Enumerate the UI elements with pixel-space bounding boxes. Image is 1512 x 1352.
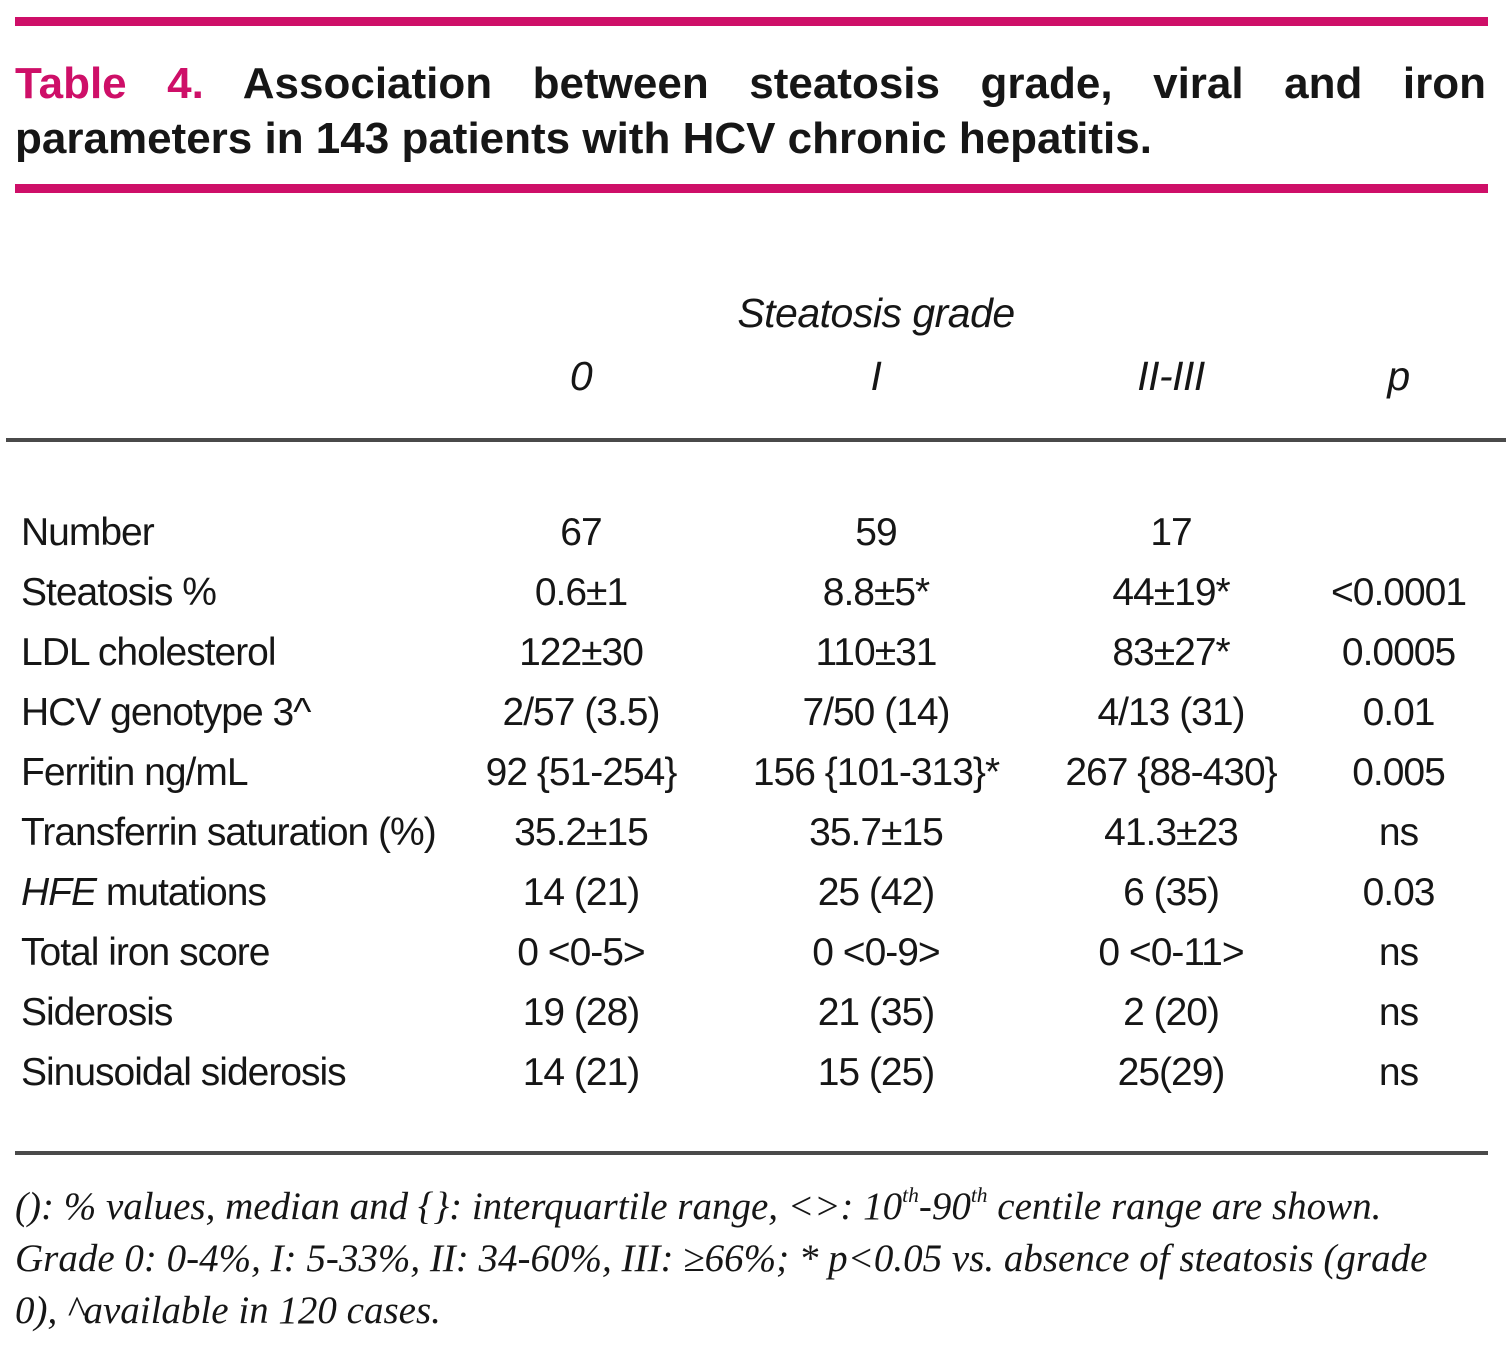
row-label: Ferritin ng/mL bbox=[21, 751, 249, 794]
cell-grade-1: 25 (42) bbox=[817, 871, 936, 914]
cell-grade-0: 35.2±15 bbox=[514, 811, 649, 854]
row-label: Steatosis % bbox=[21, 571, 217, 614]
header-spacer bbox=[6, 281, 461, 345]
footnote-superscript: th bbox=[970, 1182, 988, 1207]
table-row-steatosis-pct: Steatosis % 0.6±1 8.8±5* 44±19* <0.0001 bbox=[6, 563, 1506, 623]
cell-p-value: 0.01 bbox=[1362, 691, 1436, 734]
table-row-ldl-cholesterol: LDL cholesterol 122±30 110±31 83±27* 0.0… bbox=[6, 623, 1506, 683]
cell-grade-0: 67 bbox=[560, 511, 602, 554]
cell-grade-1: 8.8±5* bbox=[822, 571, 931, 614]
cell-grade-1: 21 (35) bbox=[817, 991, 936, 1034]
cell-grade-2-3: 17 bbox=[1150, 511, 1192, 554]
column-group-steatosis-grade: Steatosis grade bbox=[737, 289, 1015, 336]
cell-grade-1: 15 (25) bbox=[817, 1051, 936, 1094]
cell-grade-2-3: 6 (35) bbox=[1123, 871, 1220, 914]
cell-p-value: <0.0001 bbox=[1331, 571, 1467, 614]
row-label: Sinusoidal siderosis bbox=[21, 1051, 347, 1094]
cell-p-value: 0.0005 bbox=[1341, 631, 1456, 674]
cell-grade-1: 59 bbox=[855, 511, 897, 554]
cell-p-value bbox=[1291, 440, 1506, 563]
cell-grade-0: 92 {51-254} bbox=[485, 751, 678, 794]
table-title: Table 4. Association between steatosis g… bbox=[15, 56, 1486, 166]
table-footnote: (): % values, median and {}: interquarti… bbox=[15, 1181, 1478, 1337]
cell-grade-0: 14 (21) bbox=[522, 1051, 641, 1094]
gene-name-italic: HFE bbox=[21, 871, 97, 914]
header-spacer bbox=[6, 345, 461, 442]
cell-p-value: ns bbox=[1378, 991, 1419, 1034]
table-row-ferritin: Ferritin ng/mL 92 {51-254} 156 {101-313}… bbox=[6, 743, 1506, 803]
column-header-grade-0: 0 bbox=[461, 345, 701, 442]
footnote-superscript: th bbox=[902, 1182, 919, 1207]
cell-grade-2-3: 0 <0-11> bbox=[1098, 931, 1244, 974]
table-row-transferrin-saturation: Transferrin saturation (%) 35.2±15 35.7±… bbox=[6, 803, 1506, 863]
row-label: Siderosis bbox=[21, 991, 173, 1034]
cell-grade-0: 0.6±1 bbox=[534, 571, 628, 614]
cell-grade-1: 7/50 (14) bbox=[802, 691, 950, 734]
cell-grade-1: 35.7±15 bbox=[809, 811, 944, 854]
cell-grade-2-3: 4/13 (31) bbox=[1097, 691, 1245, 734]
row-label: HCV genotype 3^ bbox=[21, 691, 311, 734]
row-label: HFE mutations bbox=[21, 871, 267, 914]
cell-p-value: 0.005 bbox=[1352, 751, 1446, 794]
header-columns-row: 0 I II-III p bbox=[6, 345, 1507, 442]
cell-grade-2-3: 25(29) bbox=[1117, 1051, 1226, 1094]
table-body: Number 67 59 17 Steatosis % 0.6±1 8.8±5*… bbox=[6, 440, 1506, 1103]
cell-grade-1: 110±31 bbox=[815, 631, 938, 674]
gray-rule-above-footnote bbox=[15, 1151, 1488, 1155]
cell-grade-2-3: 83±27* bbox=[1112, 631, 1230, 674]
table-row-hcv-genotype-3: HCV genotype 3^ 2/57 (3.5) 7/50 (14) 4/1… bbox=[6, 683, 1506, 743]
footnote-text: (): % values, median and {}: interquarti… bbox=[15, 1185, 903, 1228]
row-label: LDL cholesterol bbox=[21, 631, 277, 674]
table-title-number: Table 4. bbox=[15, 59, 204, 108]
column-header-grade-2-3: II-III bbox=[1051, 345, 1292, 442]
cell-p-value: 0.03 bbox=[1362, 871, 1436, 914]
cell-p-value: ns bbox=[1378, 931, 1419, 974]
cell-grade-2-3: 44±19* bbox=[1112, 571, 1230, 614]
table-title-text: Association between steatosis grade, vir… bbox=[15, 59, 1486, 163]
cell-grade-0: 2/57 (3.5) bbox=[502, 691, 661, 734]
magenta-rule-under-title bbox=[15, 184, 1488, 193]
header-spacer bbox=[1291, 281, 1506, 345]
table-row-siderosis: Siderosis 19 (28) 21 (35) 2 (20) ns bbox=[6, 983, 1506, 1043]
row-label: Total iron score bbox=[21, 931, 270, 974]
row-label: Transferrin saturation (%) bbox=[21, 811, 437, 854]
cell-grade-1: 156 {101-313}* bbox=[752, 751, 1000, 794]
cell-grade-0: 0 <0-5> bbox=[517, 931, 645, 974]
column-header-p: p bbox=[1291, 345, 1507, 442]
cell-p-value: ns bbox=[1378, 811, 1419, 854]
cell-grade-1: 0 <0-9> bbox=[812, 931, 940, 974]
cell-grade-2-3: 267 {88-430} bbox=[1065, 751, 1277, 794]
column-header-grade-1: I bbox=[701, 345, 1051, 442]
association-table: Steatosis grade 0 I II-III p Number 67 5… bbox=[6, 281, 1507, 1103]
table-row-total-iron-score: Total iron score 0 <0-5> 0 <0-9> 0 <0-11… bbox=[6, 923, 1506, 983]
table-row-number: Number 67 59 17 bbox=[6, 440, 1506, 563]
cell-grade-0: 122±30 bbox=[519, 631, 644, 674]
table-row-hfe-mutations: HFE mutations 14 (21) 25 (42) 6 (35) 0.0… bbox=[6, 863, 1506, 923]
footnote-text: centile range are shown. Grade 0: 0-4%, … bbox=[15, 1185, 1428, 1332]
magenta-rule-top bbox=[15, 17, 1488, 26]
table-row-sinusoidal-siderosis: Sinusoidal siderosis 14 (21) 15 (25) 25(… bbox=[6, 1043, 1506, 1103]
cell-grade-0: 14 (21) bbox=[522, 871, 641, 914]
footnote-text: -90 bbox=[918, 1185, 971, 1228]
header-group-row: Steatosis grade bbox=[6, 281, 1506, 345]
cell-grade-2-3: 2 (20) bbox=[1123, 991, 1220, 1034]
cell-grade-0: 19 (28) bbox=[522, 991, 641, 1034]
row-label: Number bbox=[21, 511, 155, 554]
cell-p-value: ns bbox=[1378, 1051, 1419, 1094]
table-header: Steatosis grade 0 I II-III p bbox=[6, 281, 1507, 442]
cell-grade-2-3: 41.3±23 bbox=[1104, 811, 1239, 854]
